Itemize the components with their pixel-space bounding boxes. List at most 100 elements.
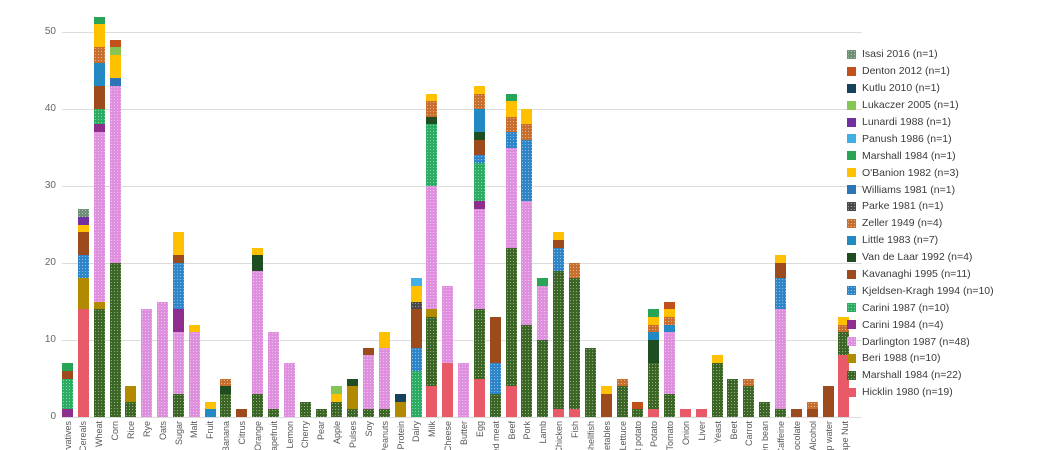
bar[interactable] [806,401,818,417]
bar[interactable] [363,347,375,417]
bar-segment[interactable] [632,401,644,410]
bar-segment[interactable] [93,24,105,48]
bar-segment[interactable] [426,101,438,117]
bar-segment[interactable] [93,47,105,63]
bar[interactable] [473,85,485,417]
bar-segment[interactable] [553,409,565,417]
bar-segment[interactable] [473,162,485,202]
bar-segment[interactable] [838,355,850,417]
legend-item[interactable]: Parke 1981 (n=1) [847,198,994,215]
bar-segment[interactable] [664,309,676,317]
legend-item[interactable]: Van de Laar 1992 (n=4) [847,249,994,266]
legend-item[interactable]: Panush 1986 (n=1) [847,130,994,147]
bar[interactable] [584,347,596,417]
bar-segment[interactable] [426,309,438,317]
bar[interactable] [172,232,184,417]
bar-segment[interactable] [759,401,771,417]
bar-segment[interactable] [505,116,517,133]
bar-segment[interactable] [426,386,438,417]
bar-segment[interactable] [426,93,438,102]
bar[interactable] [664,301,676,417]
bar[interactable] [442,286,454,417]
bar-segment[interactable] [473,201,485,210]
bar-segment[interactable] [394,401,406,417]
bar-segment[interactable] [505,93,517,102]
bar-segment[interactable] [172,255,184,264]
bar-segment[interactable] [426,186,438,310]
bar-segment[interactable] [806,401,818,410]
bar-segment[interactable] [521,324,533,417]
bar-segment[interactable] [521,124,533,140]
bar-segment[interactable] [473,109,485,133]
bar[interactable] [569,263,580,417]
legend-item[interactable]: Kutlu 2010 (n=1) [847,80,994,97]
bar-segment[interactable] [410,347,422,371]
bar-segment[interactable] [473,309,485,379]
bar-segment[interactable] [743,386,755,417]
bar[interactable] [283,363,295,417]
bar-segment[interactable] [489,316,501,364]
bar-segment[interactable] [220,386,232,394]
bar-segment[interactable] [77,255,89,279]
bar-segment[interactable] [299,401,311,417]
bar-segment[interactable] [77,309,89,417]
bar[interactable] [838,316,850,417]
bar-segment[interactable] [363,409,375,417]
bar-segment[interactable] [204,409,216,417]
legend-item[interactable]: Hicklin 1980 (n=19) [847,384,994,401]
bar-segment[interactable] [93,132,105,302]
bar-segment[interactable] [93,124,105,133]
bar-segment[interactable] [774,278,786,310]
bar-segment[interactable] [458,363,470,417]
bar-segment[interactable] [331,401,343,417]
bar[interactable] [553,232,565,417]
legend-item[interactable]: Marshall 1984 (n=1) [847,147,994,164]
bar-segment[interactable] [521,201,533,325]
bar[interactable] [727,378,739,417]
bar[interactable] [93,16,105,417]
bar-segment[interactable] [600,393,612,417]
bar-segment[interactable] [378,409,390,417]
legend-item[interactable]: Kavanaghi 1995 (n=11) [847,266,994,283]
bar[interactable] [743,378,755,417]
bar-segment[interactable] [473,378,485,417]
bar-segment[interactable] [410,370,422,417]
legend-item[interactable]: Kjeldsen-Kragh 1994 (n=10) [847,282,994,299]
bar-segment[interactable] [141,309,153,417]
bar-segment[interactable] [679,409,691,417]
bar-segment[interactable] [727,378,739,417]
bar-segment[interactable] [553,232,565,240]
bar-segment[interactable] [252,393,264,417]
bar-segment[interactable] [62,370,73,379]
bar[interactable] [331,386,343,417]
bar-segment[interactable] [252,270,264,394]
bar[interactable] [695,409,707,417]
bar-segment[interactable] [331,393,343,402]
bar-segment[interactable] [426,116,438,125]
bar-segment[interactable] [648,324,660,333]
bar-segment[interactable] [648,316,660,325]
bar[interactable] [458,363,470,417]
bar[interactable] [157,301,169,417]
bar-segment[interactable] [109,78,121,86]
bar-segment[interactable] [442,363,454,417]
bar-segment[interactable] [648,332,660,341]
bar-segment[interactable] [315,409,327,417]
bar-segment[interactable] [426,316,438,387]
bar-segment[interactable] [77,278,89,310]
bar-segment[interactable] [77,232,89,256]
bar-segment[interactable] [267,332,279,410]
bar-segment[interactable] [664,316,676,325]
bar[interactable] [616,378,628,417]
bar-segment[interactable] [600,386,612,394]
bar-segment[interactable] [378,347,390,410]
bar[interactable] [109,39,121,417]
bar-segment[interactable] [584,347,596,417]
bar-segment[interactable] [62,363,73,371]
bar-segment[interactable] [648,409,660,417]
bar-segment[interactable] [473,85,485,94]
bar[interactable] [822,386,834,417]
bar[interactable] [188,324,200,417]
bar[interactable] [426,93,438,417]
bar-segment[interactable] [109,85,121,263]
